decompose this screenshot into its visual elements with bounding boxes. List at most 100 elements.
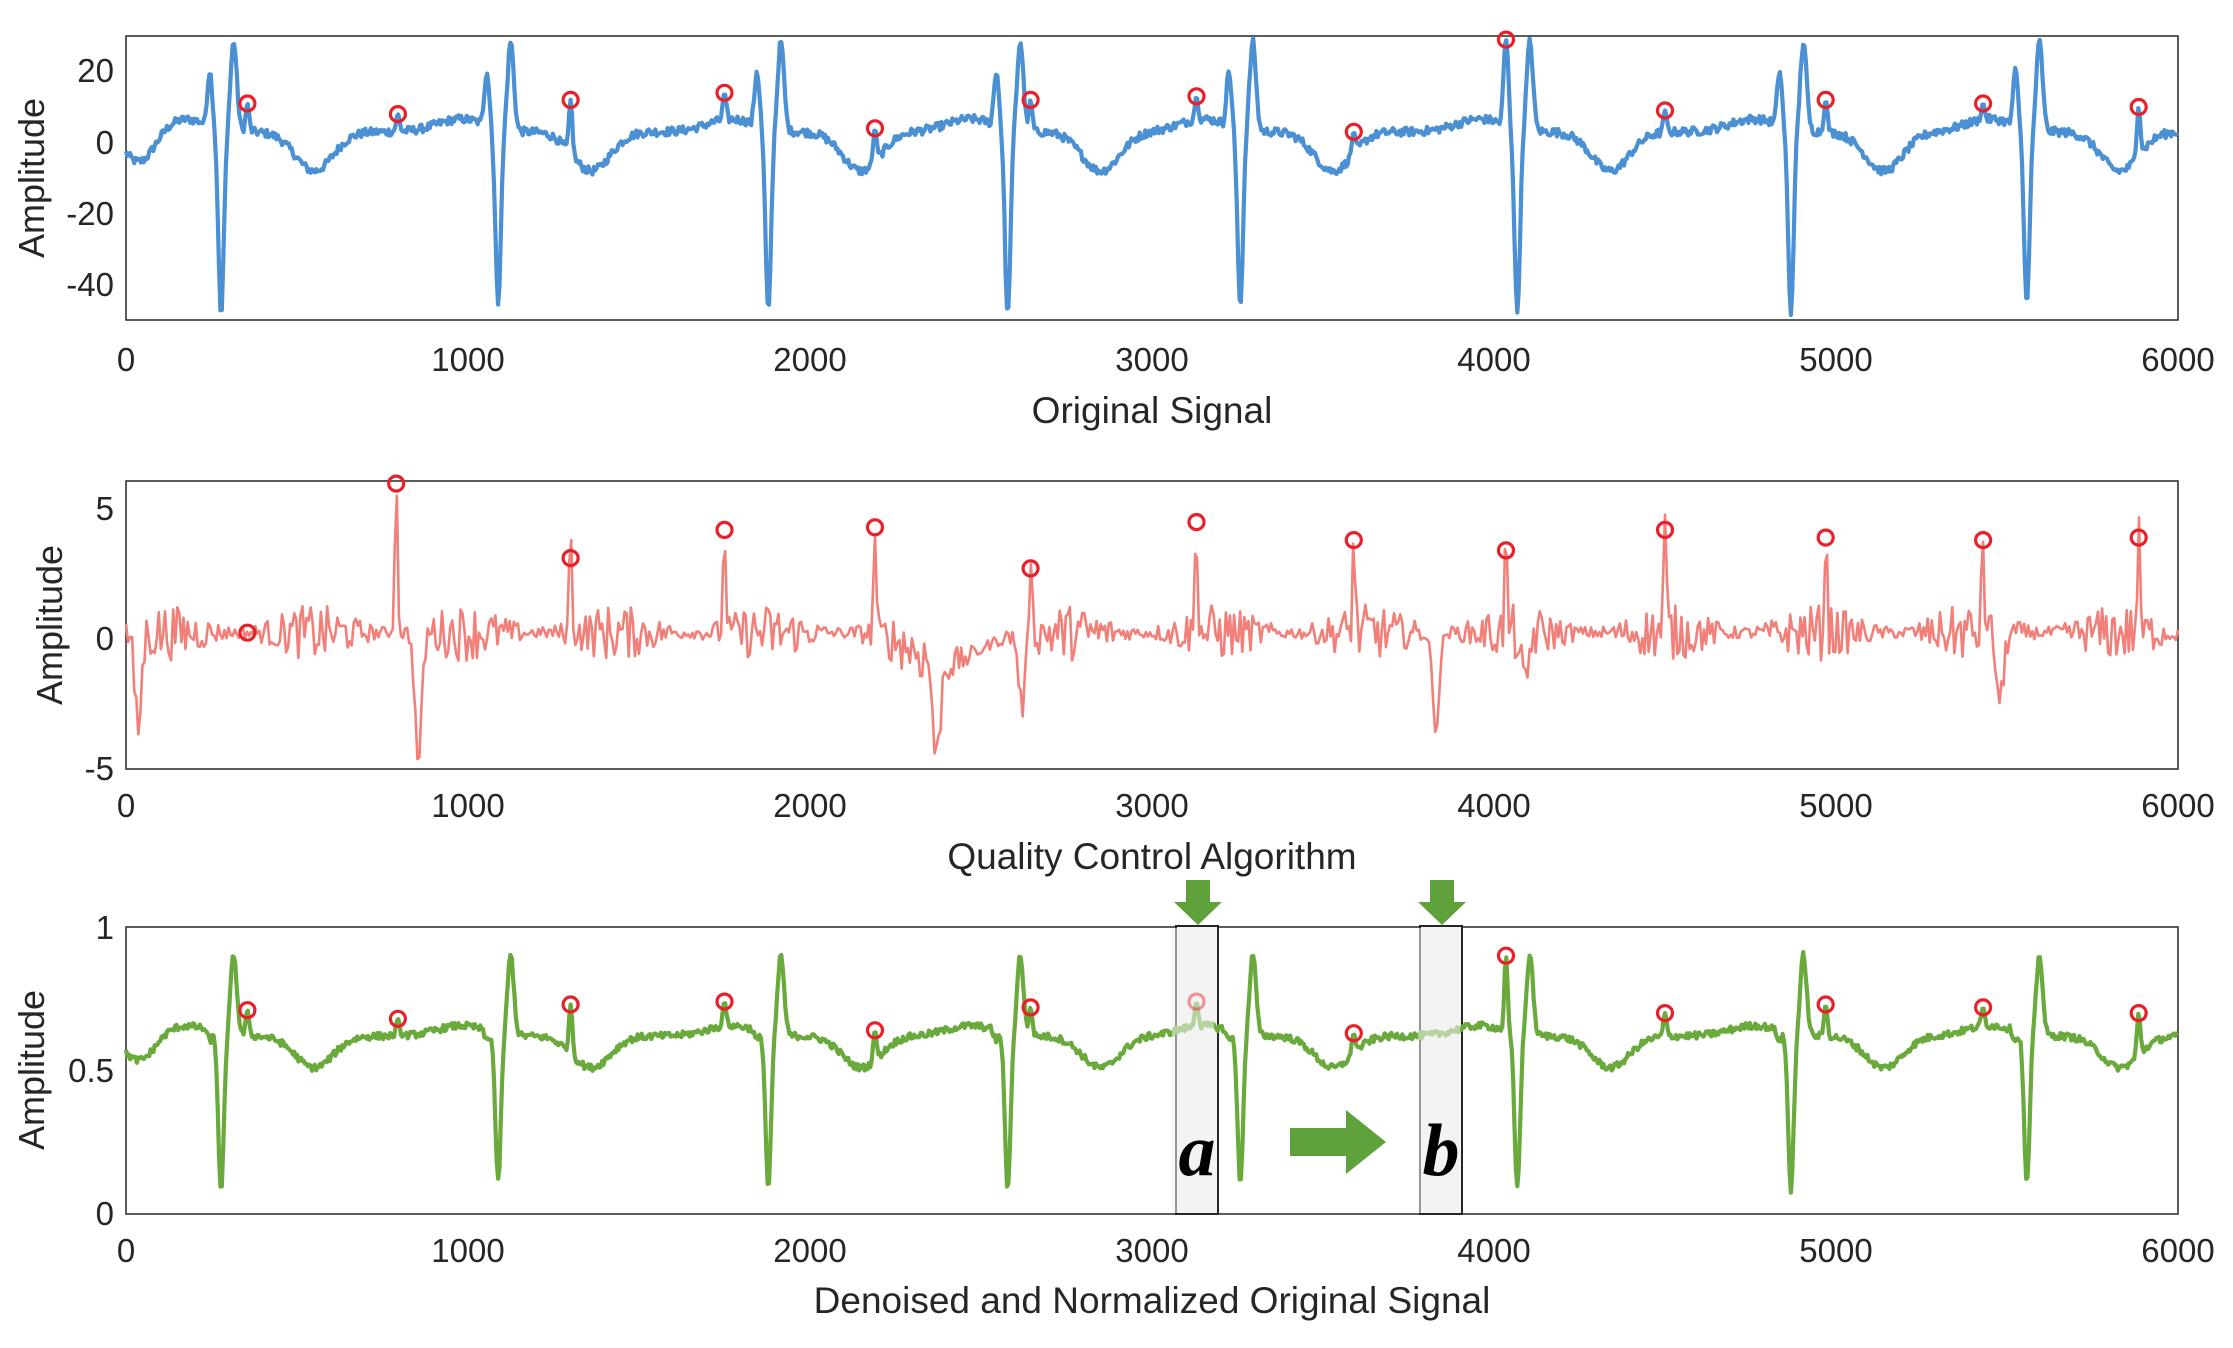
chart-title: Quality Control Algorithm bbox=[947, 836, 1356, 877]
y-axis-label: Amplitude bbox=[11, 990, 52, 1150]
peak-marker bbox=[388, 104, 407, 124]
peak-marker bbox=[2129, 97, 2148, 117]
peak-marker bbox=[561, 995, 580, 1014]
peak-marker bbox=[1973, 530, 1993, 550]
x-tick-label: 4000 bbox=[1457, 787, 1530, 824]
quality-control-chart: -5 0 5 0 1000 2000 3000 4000 5000 6000 A… bbox=[29, 474, 2215, 877]
peak-marker bbox=[1973, 94, 1993, 113]
series-layer bbox=[123, 36, 2179, 318]
peak-marker bbox=[1655, 101, 1675, 120]
region-b-label: b bbox=[1423, 1110, 1460, 1192]
x-tick-label: 6000 bbox=[2141, 1232, 2214, 1269]
region-a-label: a bbox=[1179, 1110, 1216, 1192]
x-tick-label: 3000 bbox=[1115, 1232, 1188, 1269]
series-layer bbox=[123, 950, 2179, 1195]
x-tick-label: 4000 bbox=[1457, 341, 1530, 378]
original-signal-chart: -40 -20 0 20 0 1000 2000 3000 4000 5000 … bbox=[11, 30, 2215, 431]
peak-marker bbox=[1187, 87, 1206, 106]
peak-marker bbox=[715, 83, 734, 102]
y-tick-label: 0.5 bbox=[68, 1052, 114, 1089]
x-tick-label: 6000 bbox=[2141, 341, 2214, 378]
x-tick-label: 0 bbox=[117, 341, 135, 378]
peak-marker bbox=[388, 1009, 407, 1028]
x-tick-label: 1000 bbox=[431, 341, 504, 378]
peak-marker bbox=[1496, 30, 1516, 49]
peak-marker bbox=[1344, 1024, 1363, 1043]
signal-line bbox=[124, 494, 2180, 761]
peak-marker bbox=[1816, 995, 1835, 1014]
marker-layer bbox=[238, 474, 2148, 642]
y-tick-label: 20 bbox=[77, 52, 114, 89]
plot-frame bbox=[125, 35, 2179, 321]
peak-marker bbox=[238, 94, 257, 113]
peak-marker bbox=[1816, 90, 1835, 110]
y-tick-labels: -5 0 5 bbox=[85, 490, 114, 787]
peak-marker bbox=[561, 548, 580, 568]
y-tick-label: -5 bbox=[85, 750, 114, 787]
x-tick-label: 2000 bbox=[773, 787, 846, 824]
x-tick-label: 5000 bbox=[1799, 1232, 1872, 1269]
y-tick-labels: -40 -20 0 20 bbox=[66, 52, 114, 303]
x-tick-label: 1000 bbox=[431, 787, 504, 824]
marker-layer bbox=[238, 928, 2148, 1213]
region-fade-overlay bbox=[1171, 928, 1214, 1213]
peak-marker bbox=[1344, 530, 1363, 550]
peak-marker bbox=[865, 119, 885, 138]
series-layer bbox=[124, 494, 2180, 761]
x-tick-labels: 0 1000 2000 3000 4000 5000 6000 bbox=[117, 341, 2215, 378]
peak-marker bbox=[238, 1001, 257, 1020]
peak-marker bbox=[1655, 520, 1675, 540]
peak-marker bbox=[238, 623, 257, 642]
y-tick-label: 0 bbox=[96, 620, 114, 657]
x-tick-label: 6000 bbox=[2141, 787, 2214, 824]
x-tick-label: 3000 bbox=[1115, 341, 1188, 378]
peak-marker bbox=[715, 992, 734, 1011]
x-tick-label: 0 bbox=[117, 787, 135, 824]
peak-marker bbox=[387, 474, 406, 493]
x-tick-label: 4000 bbox=[1457, 1232, 1530, 1269]
peak-marker bbox=[1496, 541, 1516, 560]
chart-title: Denoised and Normalized Original Signal bbox=[814, 1280, 1491, 1321]
peak-marker bbox=[1655, 1003, 1675, 1023]
peak-marker bbox=[2129, 528, 2148, 547]
peak-marker bbox=[561, 90, 580, 110]
peak-marker bbox=[865, 1021, 885, 1040]
signal-line bbox=[123, 950, 2179, 1195]
denoised-signal-chart: 0 0.5 1 0 1000 2000 3000 4000 5000 6000 … bbox=[11, 880, 2215, 1321]
down-arrow-icon bbox=[1174, 880, 1222, 925]
peak-marker bbox=[1021, 998, 1040, 1017]
down-arrow-icon bbox=[1418, 880, 1466, 925]
peak-marker bbox=[1021, 559, 1040, 578]
x-tick-label: 0 bbox=[117, 1232, 135, 1269]
y-tick-label: 0 bbox=[96, 1195, 114, 1232]
y-tick-label: 0 bbox=[96, 124, 114, 161]
y-axis-label: Amplitude bbox=[11, 98, 52, 258]
right-arrow-icon bbox=[1290, 1110, 1386, 1174]
x-tick-labels: 0 1000 2000 3000 4000 5000 6000 bbox=[117, 787, 2215, 824]
x-tick-label: 5000 bbox=[1799, 787, 1872, 824]
x-tick-labels: 0 1000 2000 3000 4000 5000 6000 bbox=[117, 1232, 2215, 1269]
x-tick-label: 1000 bbox=[431, 1232, 504, 1269]
y-tick-label: 1 bbox=[96, 909, 114, 946]
peak-marker bbox=[1187, 992, 1206, 1011]
x-tick-label: 2000 bbox=[773, 1232, 846, 1269]
chart-title: Original Signal bbox=[1032, 390, 1273, 431]
peak-marker bbox=[1496, 946, 1516, 965]
y-tick-label: 5 bbox=[96, 490, 114, 527]
peak-marker bbox=[1187, 512, 1206, 532]
plot-frame bbox=[125, 926, 2179, 1215]
peak-marker bbox=[715, 520, 734, 540]
y-tick-labels: 0 0.5 1 bbox=[68, 909, 114, 1232]
region-fade-overlay bbox=[1418, 928, 1461, 1213]
signal-line bbox=[123, 36, 2179, 318]
peak-marker bbox=[865, 518, 885, 537]
peak-marker bbox=[1021, 90, 1040, 110]
peak-marker bbox=[1344, 122, 1363, 141]
y-tick-label: -20 bbox=[66, 195, 114, 232]
y-tick-label: -40 bbox=[66, 266, 114, 303]
y-axis-label: Amplitude bbox=[29, 545, 70, 705]
x-tick-label: 2000 bbox=[773, 341, 846, 378]
marker-layer bbox=[238, 30, 2148, 141]
x-tick-label: 5000 bbox=[1799, 341, 1872, 378]
